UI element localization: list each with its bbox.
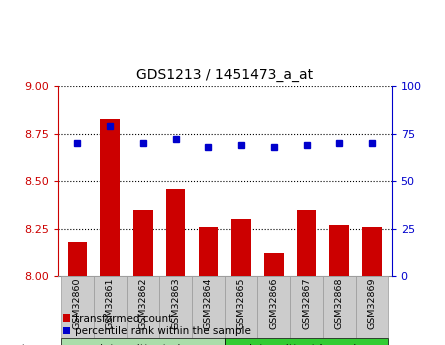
Text: GSM32865: GSM32865 [237, 278, 246, 329]
Bar [225, 276, 258, 338]
Bar [225, 338, 388, 345]
Text: GSM32860: GSM32860 [73, 278, 82, 329]
Bar [329, 225, 349, 276]
Text: ▶: ▶ [56, 344, 63, 345]
Bar [94, 276, 126, 338]
Legend: transformed count, percentile rank within the sample: transformed count, percentile rank withi… [63, 314, 251, 336]
Text: GSM32861: GSM32861 [106, 278, 115, 329]
Text: GSM32868: GSM32868 [335, 278, 344, 329]
Bar [297, 210, 316, 276]
Bar [231, 219, 251, 276]
Bar [61, 276, 94, 338]
Bar [126, 276, 159, 338]
Text: stress: stress [16, 344, 49, 345]
Bar [61, 338, 225, 345]
Text: GSM32867: GSM32867 [302, 278, 311, 329]
Bar [166, 189, 186, 276]
Bar [362, 227, 382, 276]
Bar [192, 276, 225, 338]
Text: GSM32864: GSM32864 [204, 278, 213, 329]
Bar [159, 276, 192, 338]
Bar [264, 253, 283, 276]
Text: GSM32863: GSM32863 [171, 278, 180, 329]
Title: GDS1213 / 1451473_a_at: GDS1213 / 1451473_a_at [136, 68, 313, 82]
Text: GSM32866: GSM32866 [269, 278, 278, 329]
Bar [101, 119, 120, 276]
Text: intermittent air: intermittent air [101, 344, 186, 345]
Text: GSM32862: GSM32862 [138, 278, 147, 329]
Bar [133, 210, 153, 276]
Bar [290, 276, 323, 338]
Bar [198, 227, 218, 276]
Text: intermittent hypoxia: intermittent hypoxia [249, 344, 364, 345]
Bar [68, 242, 87, 276]
Bar [258, 276, 290, 338]
Bar [356, 276, 388, 338]
Text: GSM32869: GSM32869 [368, 278, 376, 329]
Bar [323, 276, 356, 338]
